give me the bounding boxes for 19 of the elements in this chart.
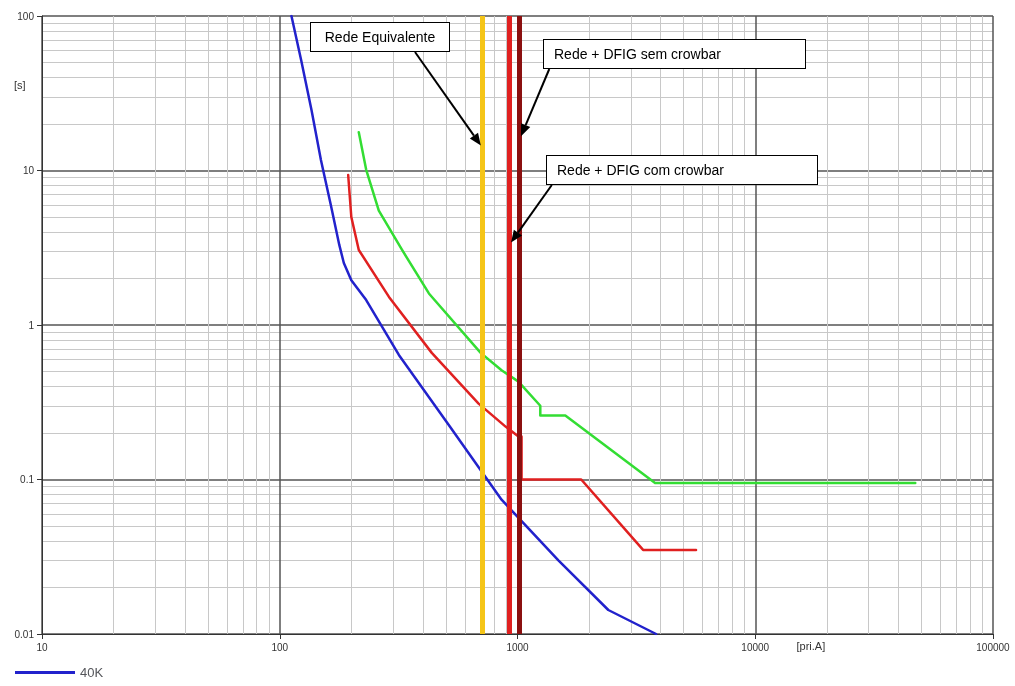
legend-label: 40K (80, 665, 104, 680)
x-tick-label: 100 (271, 641, 289, 653)
y-axis-title: [s] (14, 78, 26, 91)
callout-box: Rede + DFIG com crowbar (546, 155, 818, 185)
x-axis-title: [pri.A] (796, 640, 826, 652)
x-tick-label: 10 (36, 641, 48, 653)
ref-line-label: Rede + DFIG com crowbar (557, 162, 724, 178)
y-tick-label: 100 (17, 10, 35, 22)
x-tick-label: 1000 (506, 641, 530, 653)
callout-box: Rede + DFIG sem crowbar (543, 39, 806, 69)
y-tick-label: 1 (28, 319, 35, 331)
y-tick-label: 0.01 (14, 628, 35, 640)
x-tick-label: 10000 (741, 641, 770, 653)
callout-box: Rede Equivalente (310, 22, 450, 52)
y-tick-label: 10 (22, 165, 35, 176)
ref-line-label: Rede Equivalente (324, 29, 436, 45)
x-tick-label: 100000 (976, 641, 1011, 653)
ref-line-label: Rede + DFIG sem crowbar (554, 46, 721, 62)
y-tick-label: 0.1 (20, 474, 35, 485)
